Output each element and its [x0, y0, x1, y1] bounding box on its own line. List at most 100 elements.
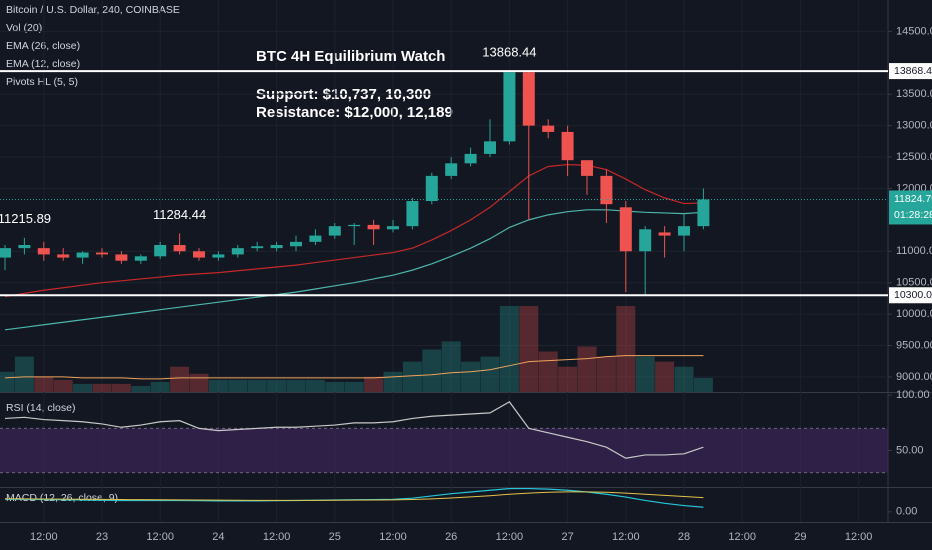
legend-entry: Pivots HL (5, 5)	[6, 76, 78, 88]
rsi-band	[0, 428, 888, 473]
y-tick-label: 12500.00	[896, 151, 932, 163]
ema-line	[4, 209, 704, 331]
x-tick-label: 26	[445, 531, 457, 543]
candle-body	[561, 131, 574, 161]
y-tick-label: 13500.00	[896, 88, 932, 100]
candle-body	[425, 175, 438, 202]
volume-bar	[286, 379, 306, 392]
volume-bar	[655, 361, 675, 392]
volume-bar	[170, 366, 190, 392]
y-tick-label: 13000.00	[896, 120, 932, 132]
x-tick-label: 23	[96, 531, 108, 543]
volume-bar	[14, 356, 34, 392]
x-tick-label: 12:00	[612, 531, 640, 543]
candle-body	[251, 246, 264, 249]
volume-bar	[111, 383, 131, 392]
candle-body	[212, 254, 225, 258]
candle-body	[639, 229, 652, 252]
legend-entry: EMA (12, close)	[6, 58, 80, 70]
x-tick-label: 12:00	[496, 531, 524, 543]
chart-title: Bitcoin / U.S. Dollar, 240, COINBASE	[6, 4, 180, 16]
volume-bar	[150, 381, 170, 392]
volume-bar	[402, 361, 422, 392]
candle-body	[619, 207, 632, 252]
legend-entry: Vol (20)	[6, 22, 42, 34]
candle-body	[484, 141, 496, 154]
level-label: 13868.44	[894, 65, 932, 77]
volume-bar	[674, 366, 694, 392]
volume-bar	[131, 385, 151, 392]
rsi-title: RSI (14, close)	[6, 402, 75, 414]
volume-bar	[208, 379, 228, 392]
x-tick-label: 12:00	[146, 531, 174, 543]
signal-line	[4, 491, 704, 501]
level-label-box	[889, 63, 932, 80]
macd-title: MACD (12, 26, close, 9)	[6, 492, 118, 504]
candle-body	[542, 125, 555, 132]
level-label: 10300.00	[894, 289, 932, 301]
volume-bar	[228, 379, 248, 392]
pivot-label: 13868.44	[482, 45, 536, 60]
candle-body	[0, 248, 11, 258]
candle-body	[697, 199, 710, 227]
x-tick-label: 27	[561, 531, 573, 543]
y-tick-label: 50.00	[896, 444, 924, 456]
y-tick-label: 0.00	[896, 506, 917, 518]
volume-bar	[0, 371, 15, 392]
candle-body	[76, 252, 89, 258]
x-tick-label: 12:00	[728, 531, 756, 543]
volume-bar	[596, 356, 616, 392]
volume-bar	[189, 373, 209, 392]
candle-body	[522, 72, 535, 126]
y-tick-label: 100.00	[896, 389, 930, 401]
candle-body	[154, 245, 167, 257]
y-tick-label: 10500.00	[896, 277, 932, 289]
volume-bar	[480, 356, 500, 392]
volume-bar	[519, 306, 539, 392]
volume-bar	[34, 376, 54, 392]
x-tick-label: 25	[329, 531, 341, 543]
candle-body	[367, 224, 380, 230]
annotation-line: Resistance: $12,000, 12,189	[256, 104, 453, 121]
volume-bar	[344, 381, 364, 392]
x-tick-label: 28	[678, 531, 690, 543]
volume-bar	[325, 381, 345, 392]
x-tick-label: 29	[794, 531, 806, 543]
volume-bar	[92, 383, 112, 392]
volume-bar	[247, 379, 267, 392]
candle-body	[57, 254, 70, 258]
y-tick-label: 9000.00	[896, 371, 932, 383]
volume-bar	[305, 379, 325, 392]
volume-bar	[558, 366, 578, 392]
volume-bar	[422, 349, 442, 392]
rsi-line	[4, 401, 704, 459]
candle-body	[96, 252, 108, 255]
candle-body	[231, 248, 244, 255]
x-tick-label: 12:00	[379, 531, 407, 543]
volume-bar	[461, 361, 481, 392]
last-price-box	[889, 190, 932, 225]
pivot-label: 11284.44	[153, 207, 206, 222]
candle-body	[445, 163, 458, 176]
volume-bar	[499, 306, 519, 392]
candle-body	[678, 226, 690, 236]
candle-body	[309, 235, 322, 242]
volume-bar	[693, 377, 713, 392]
volume-bar	[53, 379, 73, 392]
volume-bar	[577, 346, 597, 392]
candle-body	[503, 72, 516, 142]
volume-bar	[538, 351, 558, 392]
candle-body	[581, 160, 593, 176]
candle-body	[328, 226, 341, 236]
last-price-label: 11824.79	[894, 193, 932, 205]
candle-body	[658, 232, 671, 236]
candle-body	[173, 245, 186, 252]
annotation-title: BTC 4H Equilibrium Watch	[256, 48, 445, 65]
candle-body	[387, 226, 399, 230]
candle-body	[290, 241, 302, 247]
candle-body	[464, 153, 477, 164]
y-tick-label: 11000.00	[896, 245, 932, 257]
candle-body	[115, 254, 128, 261]
volume-bar	[616, 306, 636, 392]
